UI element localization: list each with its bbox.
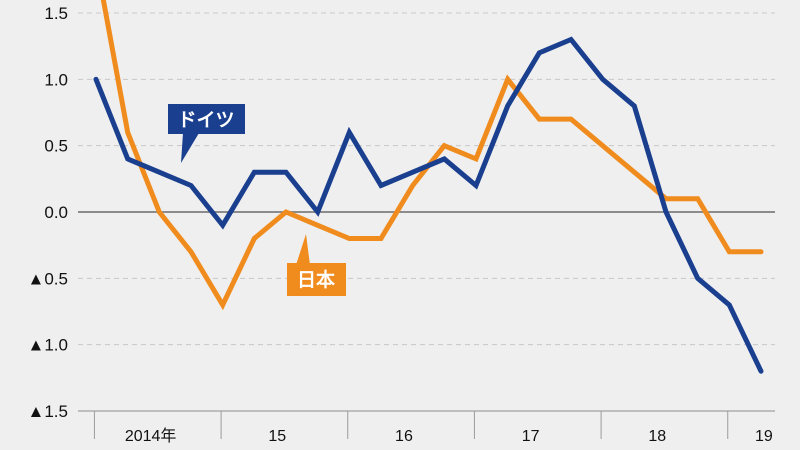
y-tick-label: ▲1.5: [28, 402, 68, 421]
x-tick-label: 18: [648, 428, 666, 445]
x-tick-label: 2014年: [125, 427, 177, 445]
y-tick-label: 1.5: [44, 4, 68, 23]
y-tick-label: 0.0: [44, 203, 68, 222]
x-tick-label: 19: [755, 428, 773, 445]
series-line-germany: [93, 36, 764, 374]
x-axis: 2014年 15 16 17 18 19: [78, 410, 775, 445]
series-label-japan-text: 日本: [297, 268, 335, 291]
gridlines: [78, 12, 775, 412]
x-tick-label: 17: [522, 428, 540, 445]
y-tick-label: 1.0: [44, 70, 68, 89]
y-tick-label: ▲1.0: [28, 336, 68, 355]
series-line-japan: [100, 0, 764, 311]
y-tick-label: ▲0.5: [28, 269, 68, 288]
series-label-japan: 日本: [287, 234, 346, 296]
series-label-japan-box: [287, 263, 346, 296]
x-tick-label: 15: [268, 428, 286, 445]
series-label-germany-box: [168, 104, 245, 134]
y-axis-tick-labels: 1.5 1.0 0.5 0.0 ▲0.5 ▲1.0 ▲1.5: [28, 4, 68, 421]
series-lines: [93, 0, 764, 374]
series-label-germany-text: ドイツ: [177, 109, 234, 131]
x-tick-label: 16: [395, 428, 413, 445]
y-tick-label: 0.5: [44, 137, 68, 156]
series-label-germany: ドイツ: [168, 104, 245, 163]
series-label-japan-pointer: [296, 234, 310, 265]
series-label-germany-pointer: [181, 133, 199, 163]
